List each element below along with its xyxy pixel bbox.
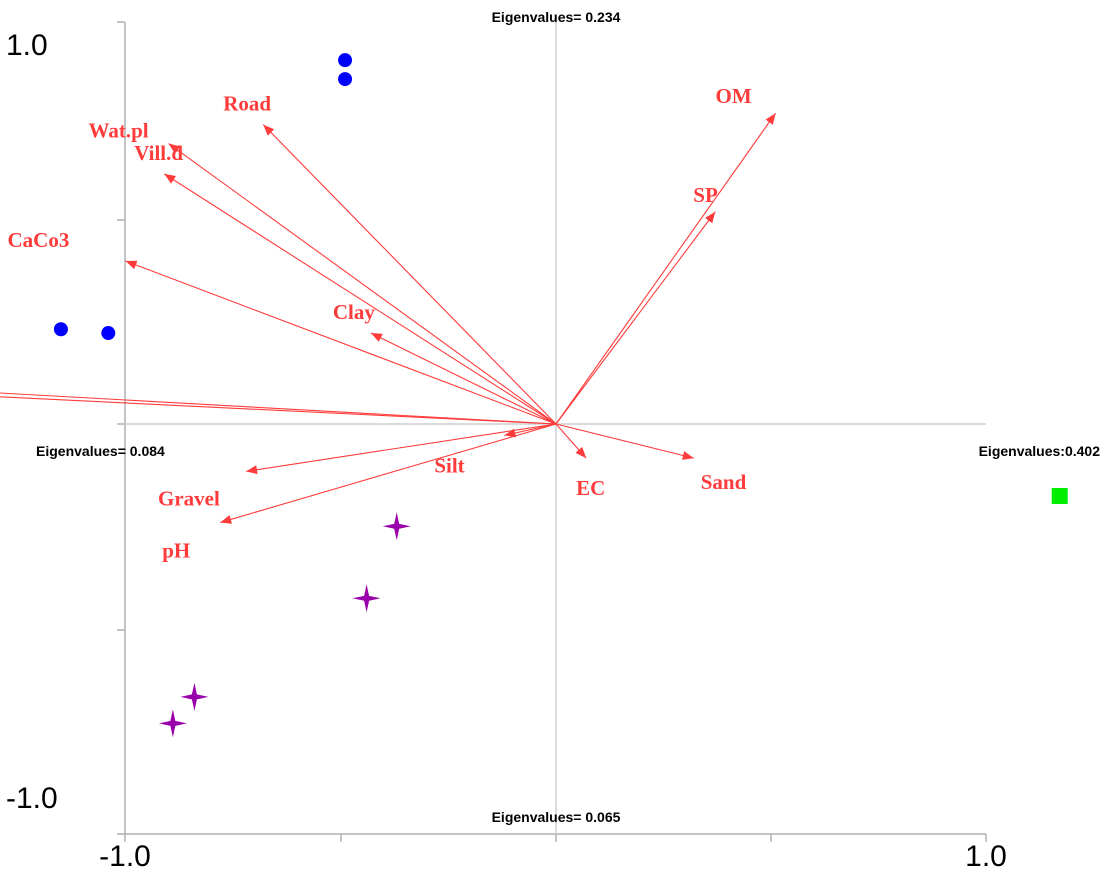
y-tick-label-bottom: -1.0 (6, 782, 58, 815)
vector-arrowhead (370, 333, 383, 342)
circle-point (53, 322, 68, 337)
star-point (382, 512, 411, 541)
eigenvalue-top: Eigenvalues= 0.234 (492, 9, 621, 25)
vector-label-om: OM (716, 84, 752, 108)
vector-road (262, 124, 557, 425)
vector-wat-pl (168, 143, 557, 425)
vector-arrowhead (246, 465, 258, 475)
vector-hill-n1- (0, 392, 557, 425)
eigenvalue-left: Eigenvalues= 0.084 (36, 443, 165, 459)
x-tick-label-right: 1.0 (965, 840, 1007, 873)
plot-frame (117, 21, 987, 842)
vector-ph (220, 423, 557, 524)
vector-arrowhead (682, 451, 694, 460)
vector-arrowhead (575, 446, 587, 459)
vector-label-ec: EC (576, 476, 605, 500)
square-point (1051, 488, 1068, 505)
star-point (180, 682, 209, 711)
vector-clay (370, 332, 557, 425)
vector-gravel (245, 423, 557, 472)
eigenvalue-right: Eigenvalues:0.402 (979, 443, 1101, 459)
chart-labels: 1.0 -1.0 -1.0 1.0 Eigenvalues= 0.234 Eig… (6, 9, 1100, 873)
vector-label-silt: Silt (434, 453, 464, 477)
vector-vill-d (163, 173, 557, 425)
circle-point (101, 326, 116, 341)
star-point (158, 709, 187, 738)
vector-label-ph: pH (162, 539, 190, 563)
vector-arrowhead (263, 124, 275, 136)
circle-point (338, 72, 353, 87)
star-point (352, 584, 381, 613)
x-tick-label-left: -1.0 (99, 840, 151, 873)
vector-caco3 (125, 260, 557, 425)
vector-om (555, 112, 777, 425)
vector-label-clay: Clay (333, 300, 376, 324)
sample-points (53, 53, 1068, 738)
vector-arrowhead (168, 143, 181, 154)
vector-arrowhead (164, 173, 176, 184)
y-tick-label-top: 1.0 (6, 29, 48, 62)
vector-shanoon (0, 396, 557, 425)
vector-label-wat-pl: Wat.pl (89, 119, 149, 143)
vector-label-caco3: CaCo3 (8, 228, 70, 252)
vector-label-sp: SP (693, 183, 718, 207)
vector-arrowhead (220, 515, 233, 524)
vector-arrowhead (765, 113, 776, 125)
vector-sp (555, 211, 716, 425)
eigenvalue-bottom: Eigenvalues= 0.065 (492, 809, 621, 825)
circle-point (338, 53, 353, 68)
vector-arrowhead (705, 211, 716, 224)
vector-label-road: Road (223, 92, 271, 116)
vector-sand (555, 423, 694, 459)
vector-label-sand: Sand (701, 470, 747, 494)
vector-arrowhead (125, 260, 138, 270)
vector-label-gravel: Gravel (158, 486, 220, 510)
vector-label-vill-d: Vill.d (134, 141, 183, 165)
